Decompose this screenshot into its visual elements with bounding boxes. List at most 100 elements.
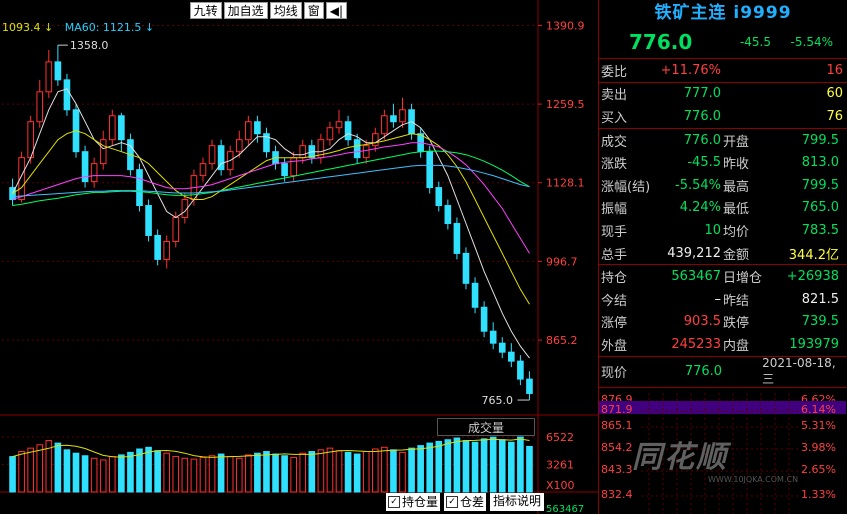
candle-body [526, 378, 533, 394]
candle-body [344, 121, 352, 141]
volume-bar [217, 453, 225, 493]
candle-body [335, 121, 343, 129]
candle-body [362, 145, 370, 159]
level-pct: 6.14% [801, 403, 836, 416]
stat-label: 持仓 [601, 271, 628, 287]
candle-body [371, 133, 379, 147]
last-price: 776.0 [629, 30, 693, 54]
volume-bar [226, 456, 234, 493]
stat-value: 4.24% [679, 200, 721, 216]
stat-row: 成交 776.0 开盘 799.5 [599, 129, 847, 152]
level-price: 832.4 [601, 488, 633, 501]
volume-indicator-label[interactable]: 成交量 [437, 418, 535, 436]
ma-line [12, 88, 530, 359]
stat-value: 10 [704, 222, 721, 238]
jiuzhuan-button[interactable]: 九转 [189, 2, 222, 19]
stat-label: 昨收 [723, 157, 750, 173]
candle-body [63, 79, 71, 111]
volume-bar [136, 448, 143, 493]
volume-bar [526, 445, 533, 493]
stat-label: 最高 [723, 179, 750, 195]
stat-row: 涨停 903.5 跌停 739.5 [599, 311, 847, 334]
volume-bar [498, 439, 506, 493]
stat-value: 193979 [789, 336, 839, 352]
price-tick-label: 1390.9 [546, 19, 585, 32]
volume-bar [208, 455, 216, 493]
window-button[interactable]: 窗 [303, 2, 324, 19]
watermark-brand: 同花顺 [632, 440, 728, 475]
stat-value: 563467 [671, 269, 721, 285]
candle-body [163, 240, 171, 260]
ma-line [12, 142, 530, 254]
volume-bar [99, 459, 107, 493]
candle-body [508, 351, 515, 362]
candle-body [453, 222, 461, 254]
kline-chart-area[interactable]: 1390.9 1259.5 1128.1 996.7 865.2 6522 3261 X100… [0, 0, 598, 514]
price-level-chart[interactable]: 876.9 6.62%871.9 6.14%865.1 5.31%854.2 3.98%… [599, 393, 846, 514]
indicator-help-button[interactable]: 指标说明 [490, 493, 545, 511]
position-diff-label: 仓差 [460, 494, 485, 509]
volume-bar [254, 452, 261, 493]
candle-body [381, 115, 388, 135]
stat-label: 均价 [723, 224, 750, 240]
stat-label: 外盘 [601, 338, 628, 354]
stat-row: 涨幅(结) -5.54% 最高 799.5 [599, 174, 847, 197]
stat-value: 799.5 [801, 132, 839, 148]
stat-value: 344.2亿 [788, 247, 839, 263]
bid-label: 买入 [601, 110, 628, 126]
order-book: 委比 +11.76% 16 [599, 59, 847, 83]
collapse-arrow-icon[interactable]: ◀| [325, 2, 347, 19]
candle-body [145, 205, 152, 236]
position-diff-checkbox[interactable]: ✓ 仓差 [444, 493, 487, 511]
candle-body [36, 91, 44, 123]
weibi-diff: 16 [826, 62, 843, 78]
stat-value: 813.0 [801, 155, 839, 171]
price-tick-label: 865.2 [546, 334, 578, 347]
high-marker-label: 1358.0 [70, 39, 109, 52]
stat-label: 金额 [723, 247, 750, 263]
moving-average-button[interactable]: 均线 [269, 2, 302, 19]
candle-body [136, 169, 143, 207]
volume-bar [353, 453, 361, 493]
bid-volume: 76 [826, 108, 843, 124]
checkbox-check-icon: ✓ [388, 496, 400, 508]
stat-value: -5.54% [675, 177, 721, 193]
candle-body [81, 151, 89, 183]
stat-label: 现手 [601, 224, 628, 240]
stat-row: 现手 10 均价 783.5 [599, 219, 847, 242]
volume-bar [127, 451, 134, 493]
stat-value: -45.5 [687, 155, 721, 171]
volume-bar [471, 441, 479, 493]
candle-body [263, 133, 270, 153]
volume-bar [462, 440, 470, 493]
candle-body [444, 205, 452, 224]
add-favorite-button[interactable]: 加自选 [223, 2, 268, 19]
highlight-band [599, 401, 846, 414]
stat-row: 涨跌 -45.5 昨收 813.0 [599, 151, 847, 174]
ma-line [12, 164, 530, 198]
volume-bar [281, 455, 288, 493]
stat-value: 739.5 [801, 314, 839, 330]
volume-bar [163, 452, 171, 493]
hold-volume-checkbox[interactable]: ✓ 持仓量 [386, 493, 441, 511]
volume-bar [453, 437, 461, 493]
volume-bar [489, 436, 497, 493]
stat-value: 821.5 [801, 291, 839, 307]
bid-row[interactable]: 买入 776.0 76 [599, 105, 847, 128]
kline-chart[interactable]: 1390.9 1259.5 1128.1 996.7 865.2 6522 3261 X100… [0, 0, 598, 514]
volume-unit-label: X100 [546, 479, 575, 492]
candle-body [517, 360, 524, 380]
candle-body [489, 330, 497, 344]
stat-label: 今结 [601, 293, 628, 309]
ask-row[interactable]: 卖出 777.0 60 [599, 83, 847, 106]
stat-label: 成交 [601, 134, 628, 150]
volume-bar [308, 451, 316, 493]
volume-bar [190, 458, 198, 493]
volume-bar [54, 442, 62, 493]
price-summary: 776.0 -45.5 -5.54% [599, 26, 847, 59]
stat-value: 799.5 [801, 177, 839, 193]
volume-bar [426, 442, 434, 493]
volume-ma-line [12, 438, 530, 458]
current-price-label: 现价 [601, 366, 628, 382]
stat-label: 昨结 [723, 293, 750, 309]
